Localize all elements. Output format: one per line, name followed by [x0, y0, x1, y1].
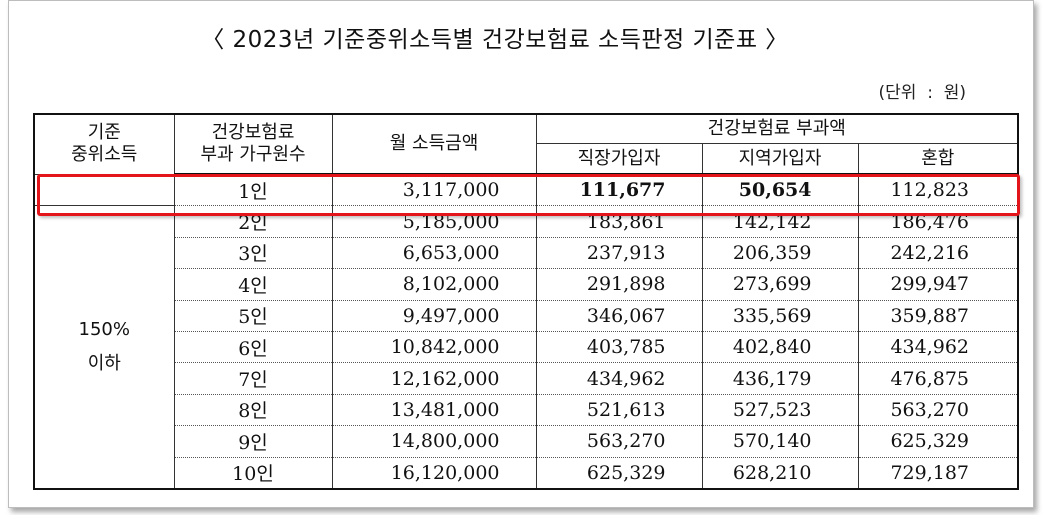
employee-cell: 111,677 [535, 174, 703, 207]
table-row: 8인 13,481,000 521,613 527,523 563,270 [34, 394, 1019, 427]
household-cell: 7인 [173, 362, 333, 395]
header-mixed: 혼합 [857, 143, 1019, 175]
income-cell: 13,481,000 [331, 394, 537, 427]
group-cell-top [33, 174, 175, 207]
header-median-income-line2: 중위소득 [71, 144, 138, 166]
mixed-cell: 625,329 [857, 425, 1019, 458]
group-cell-150: 150% 이하 [33, 205, 175, 490]
mixed-cell: 729,187 [857, 457, 1019, 489]
regional-cell: 436,179 [701, 362, 859, 395]
household-cell: 10인 [173, 457, 333, 489]
employee-cell: 403,785 [535, 331, 703, 364]
income-premium-table: 기준 중위소득 건강보험료 부과 가구원수 월 소득금액 건강보험료 부과액 직… [33, 113, 1020, 490]
employee-cell: 434,962 [535, 362, 703, 395]
table-row: 7인 12,162,000 434,962 436,179 476,875 [34, 362, 1019, 395]
income-cell: 9,497,000 [331, 300, 537, 332]
header-employee: 직장가입자 [535, 143, 703, 175]
income-cell: 5,185,000 [331, 205, 537, 238]
employee-cell: 237,913 [535, 237, 703, 270]
mixed-cell: 112,823 [857, 174, 1019, 207]
header-premium-group: 건강보험료 부과액 [535, 113, 1019, 144]
unit-label: (단위 : 원) [878, 83, 966, 103]
group-label-percent: 150% [78, 319, 130, 341]
income-cell: 12,162,000 [331, 362, 537, 395]
regional-cell: 273,699 [701, 268, 859, 301]
employee-cell: 291,898 [535, 268, 703, 301]
income-cell: 6,653,000 [331, 237, 537, 270]
mixed-cell: 563,270 [857, 394, 1019, 427]
table-row: 5인 9,497,000 346,067 335,569 359,887 [34, 300, 1019, 332]
household-cell: 8인 [173, 394, 333, 427]
income-cell: 16,120,000 [331, 457, 537, 489]
household-cell: 2인 [173, 205, 333, 238]
employee-cell: 521,613 [535, 394, 703, 427]
header-monthly-income: 월 소득금액 [331, 113, 537, 175]
mixed-cell: 186,476 [857, 205, 1019, 238]
mixed-cell: 359,887 [857, 300, 1019, 332]
household-cell: 5인 [173, 300, 333, 332]
employee-cell: 346,067 [535, 300, 703, 332]
regional-cell: 402,840 [701, 331, 859, 364]
regional-cell: 206,359 [701, 237, 859, 270]
household-cell: 4인 [173, 268, 333, 301]
page-title: 〈 2023년 기준중위소득별 건강보험료 소득판정 기준표 〉 [201, 27, 789, 53]
table-row: 10인 16,120,000 625,329 628,210 729,187 [34, 457, 1019, 489]
household-cell: 3인 [173, 237, 333, 270]
table-row: 1인 3,117,000 111,677 50,654 112,823 [33, 174, 1019, 207]
header-household: 건강보험료 부과 가구원수 [173, 113, 333, 175]
mixed-cell: 242,216 [857, 237, 1019, 270]
income-cell: 8,102,000 [331, 268, 537, 301]
header-median-income: 기준 중위소득 [33, 113, 175, 175]
group-label-below: 이하 [87, 353, 121, 375]
table-row: 4인 8,102,000 291,898 273,699 299,947 [34, 268, 1019, 301]
employee-cell: 625,329 [535, 457, 703, 489]
household-cell: 6인 [173, 331, 333, 364]
mixed-cell: 299,947 [857, 268, 1019, 301]
regional-cell: 570,140 [701, 425, 859, 458]
regional-cell: 628,210 [701, 457, 859, 489]
header-household-line2: 부과 가구원수 [200, 144, 306, 165]
income-cell: 10,842,000 [331, 331, 537, 364]
header-household-line1: 건강보험료 [211, 122, 295, 143]
regional-cell: 335,569 [701, 300, 859, 332]
mixed-cell: 476,875 [857, 362, 1019, 395]
regional-cell: 142,142 [701, 205, 859, 238]
income-cell: 3,117,000 [331, 174, 537, 207]
household-cell: 9인 [173, 425, 333, 458]
table-row: 3인 6,653,000 237,913 206,359 242,216 [34, 237, 1019, 270]
regional-cell: 527,523 [701, 394, 859, 427]
mixed-cell: 434,962 [857, 331, 1019, 364]
header-regional: 지역가입자 [701, 143, 859, 175]
table-row: 9인 14,800,000 563,270 570,140 625,329 [34, 425, 1019, 458]
income-cell: 14,800,000 [331, 425, 537, 458]
household-cell: 1인 [173, 174, 333, 207]
table-row: 6인 10,842,000 403,785 402,840 434,962 [34, 331, 1019, 364]
header-median-income-line1: 기준 [87, 122, 121, 144]
employee-cell: 183,861 [535, 205, 703, 238]
regional-cell: 50,654 [701, 174, 859, 207]
employee-cell: 563,270 [535, 425, 703, 458]
table-row: 150% 이하 2인 5,185,000 183,861 142,142 186… [33, 205, 1019, 490]
